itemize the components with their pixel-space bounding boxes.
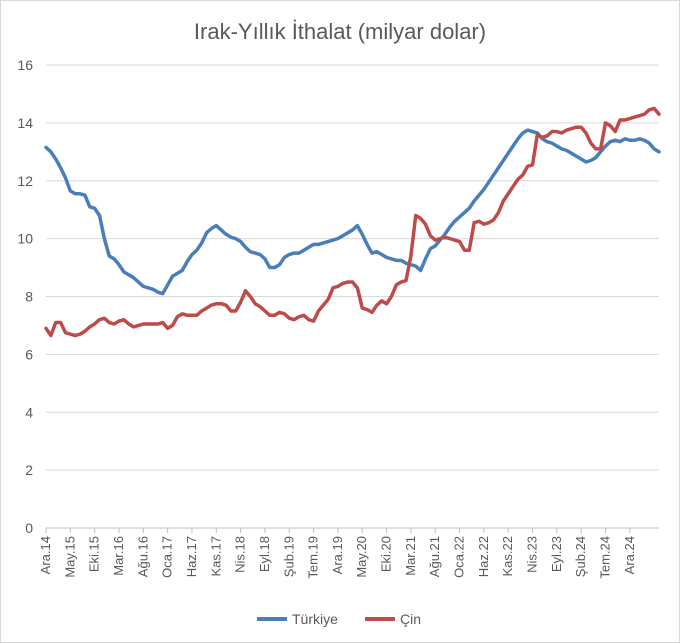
x-tick-label: Oca.22	[452, 536, 467, 578]
x-tick-label: Nis.23	[525, 536, 540, 573]
x-tick-label: Mar.16	[111, 536, 126, 576]
x-tick-label: Tem.24	[597, 536, 612, 579]
x-tick-label: Mar.21	[403, 536, 418, 576]
x-tick-label: Ara.19	[330, 536, 345, 574]
legend-item-turkiye[interactable]: Türkiye	[257, 611, 338, 627]
x-tick-label: Ağu.21	[427, 536, 442, 577]
x-tick-label: Oca.17	[160, 536, 175, 578]
y-tick-label: 14	[17, 115, 33, 131]
y-tick-label: 12	[17, 173, 33, 189]
x-tick-label: Eyl.18	[257, 536, 272, 572]
y-tick-label: 4	[25, 404, 33, 420]
gridlines	[46, 64, 659, 529]
x-tick-label: May.20	[354, 536, 369, 578]
y-tick-label: 0	[25, 520, 33, 536]
y-axis: 0 2 4 6 8 10 12 14 16	[17, 57, 33, 536]
x-tick-label: Şub.19	[281, 536, 296, 577]
y-tick-label: 2	[25, 462, 33, 478]
x-tick-label: Ara.14	[38, 536, 53, 574]
x-tick-label: Ara.24	[622, 536, 637, 574]
y-tick-label: 6	[25, 346, 33, 362]
x-tick-label: Nis.18	[233, 536, 248, 573]
series-line-cin[interactable]	[44, 106, 661, 338]
x-tick-label: Şub.24	[573, 536, 588, 577]
legend: Türkiye Çin	[257, 611, 421, 627]
x-tick-label: Kas.17	[208, 536, 223, 576]
y-tick-label: 10	[17, 231, 33, 247]
y-tick-label: 16	[17, 57, 33, 73]
x-tick-label: Eyl.23	[549, 536, 564, 572]
x-tick-label: May.15	[62, 536, 77, 578]
x-tick-label: Haz.22	[476, 536, 491, 577]
x-tick-label: Eki.15	[87, 536, 102, 572]
x-axis: Ara.14 May.15 Eki.15 Mar.16 Ağu.16 Oca.17 Haz.…	[38, 528, 637, 579]
x-tick-label: Kas.22	[500, 536, 515, 576]
series-lines	[44, 106, 661, 338]
chart-title: Irak-Yıllık İthalat (milyar dolar)	[194, 19, 486, 44]
x-tick-label: Tem.19	[306, 536, 321, 579]
legend-label-cin: Çin	[400, 611, 421, 627]
y-tick-label: 8	[25, 289, 33, 305]
x-tick-label: Haz.17	[184, 536, 199, 577]
x-tick-label: Ağu.16	[135, 536, 150, 577]
legend-item-cin[interactable]: Çin	[365, 611, 421, 627]
legend-label-turkiye: Türkiye	[292, 611, 338, 627]
x-tick-label: Eki.20	[379, 536, 394, 572]
series-line-turkiye[interactable]	[44, 128, 661, 296]
